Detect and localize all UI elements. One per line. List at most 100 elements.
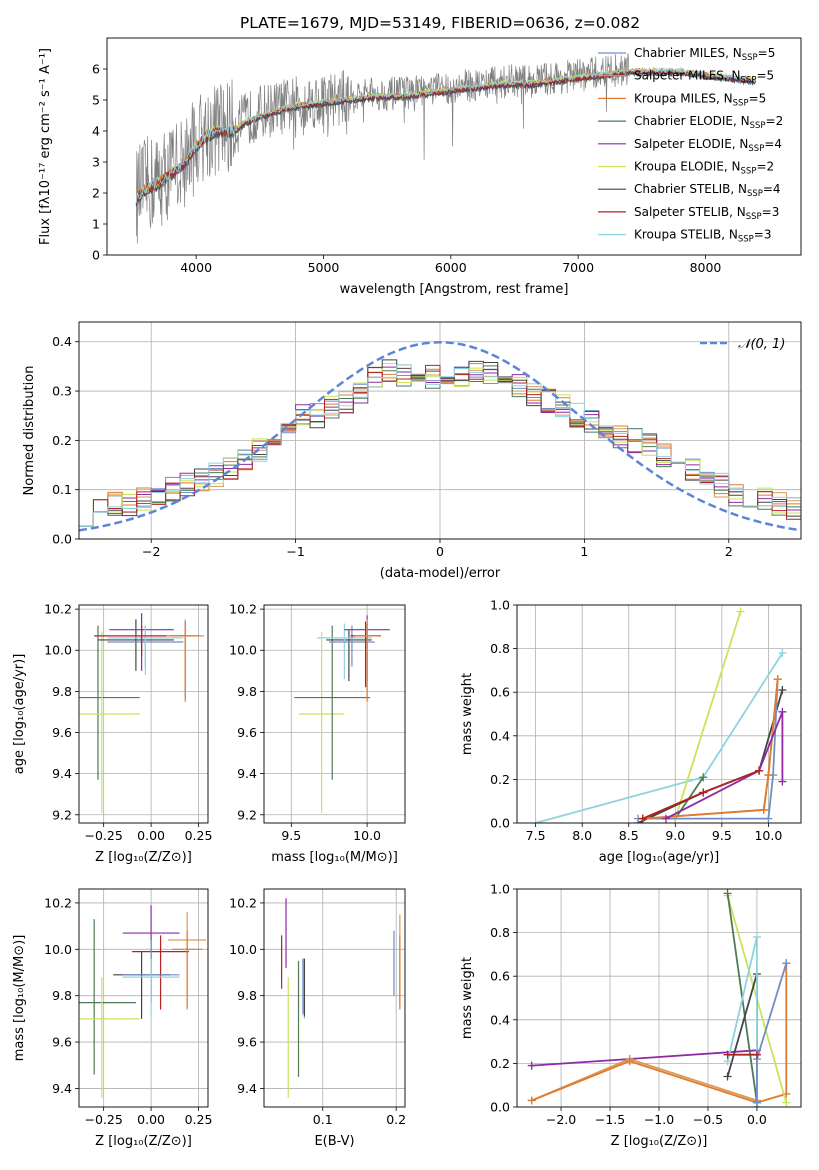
y-tick-label: 9.6: [52, 1035, 72, 1050]
x-tick-label: 2: [725, 544, 733, 559]
y-axis-label: mass weight: [460, 957, 475, 1039]
y-tick-label: 0.0: [52, 532, 72, 547]
y-tick-label: 0: [92, 248, 100, 263]
legend-label-sub: SSP: [733, 98, 749, 108]
mass-weight-series: [642, 679, 779, 820]
y-tick-label: 0.6: [490, 969, 510, 984]
legend-label-main: Salpeter MILES, N: [634, 69, 741, 83]
x-tick-label: 0.00: [137, 828, 165, 843]
x-tick-label: 9.0: [665, 828, 685, 843]
x-tick-label: 0.25: [185, 828, 213, 843]
y-tick-label: 10.2: [44, 895, 72, 910]
axes-frame: [78, 888, 209, 1108]
histogram-series: [79, 364, 801, 527]
legend-label-tail: =3: [754, 228, 772, 242]
mass-weight-marker: [723, 1072, 732, 1081]
mass-weight-marker: [778, 686, 787, 695]
y-tick-label: 0.3: [52, 384, 72, 399]
y-tick-label: 0.8: [490, 925, 510, 940]
y-tick-label: 0.8: [490, 641, 510, 656]
mass-weight-marker: [527, 1096, 536, 1105]
mass-weight-marker: [764, 814, 773, 823]
x-tick-label: −1: [286, 544, 304, 559]
mass-weight-marker: [661, 814, 670, 823]
legend-label-sub: SSP: [747, 189, 763, 199]
legend-label-sub: SSP: [738, 235, 754, 245]
mass-weight-marker: [778, 777, 787, 786]
figure-title: PLATE=1679, MJD=53149, FIBERID=0636, z=0…: [240, 14, 640, 32]
legend-label-main: Chabrier STELIB, N: [634, 182, 747, 196]
y-tick-label: 9.6: [237, 1035, 257, 1050]
mass-weight-marker: [778, 648, 787, 657]
y-tick-label: 3: [92, 155, 100, 170]
y-tick-label: 0.4: [52, 334, 72, 349]
y-tick-label: 9.8: [52, 988, 72, 1003]
y-tick-label: 0.2: [490, 1056, 510, 1071]
x-tick-label: 0.0: [747, 1112, 767, 1127]
mass-weight-marker: [638, 814, 647, 823]
panel-6: 0.1 0.2 9.4 9.6 9.8 10.0 10.2 E(B-V): [229, 888, 406, 1149]
legend-label: Kroupa MILES, NSSP=5: [634, 91, 766, 108]
mass-weight-marker: [752, 932, 761, 941]
x-tick-label: 9.5: [712, 828, 732, 843]
y-tick-label: 9.4: [52, 766, 72, 781]
mass-weight-marker: [782, 959, 791, 968]
y-tick-label: 10.2: [44, 602, 72, 617]
axes-frame: [78, 321, 802, 540]
errorbars: [281, 898, 401, 1098]
x-axis-label: Z [log₁₀(Z/Z⊙)]: [95, 1134, 192, 1149]
legend-label-main: Kroupa ELODIE, N: [634, 160, 741, 174]
legend-label-main: Salpeter STELIB, N: [634, 205, 746, 219]
y-axis-label: Flux [fλ10⁻¹⁷ erg cm⁻² s⁻¹ A⁻¹]: [38, 48, 53, 245]
y-tick-label: 9.4: [237, 766, 257, 781]
legend: Chabrier MILES, NSSP=5 Salpeter MILES, N S…: [598, 46, 783, 245]
mass-weight-marker: [759, 805, 768, 814]
legend-label-main: Chabrier ELODIE, N: [634, 114, 750, 128]
legend-label: Kroupa STELIB, NSSP=3: [634, 228, 772, 245]
panel-5: −0.25 0.00 0.25 9.4 9.6 9.8 10.0 10.2 Z [log₁₀(Z…: [12, 888, 213, 1149]
y-tick-label: 0.1: [52, 482, 72, 497]
mass-weight-marker: [752, 1050, 761, 1059]
legend-label: Chabrier MILES, NSSP=5: [634, 46, 775, 63]
x-tick-label: 0.1: [313, 1112, 333, 1127]
x-tick-label: 7.5: [526, 828, 546, 843]
x-axis-label: mass [log₁₀(M/M⊙)]: [271, 850, 398, 865]
y-tick-label: 9.8: [237, 684, 257, 699]
x-tick-label: 9.5: [281, 828, 301, 843]
y-tick-label: 9.8: [52, 684, 72, 699]
x-tick-label: 5000: [308, 260, 340, 275]
x-axis-label: (data-model)/error: [380, 566, 501, 581]
x-tick-label: 6000: [435, 260, 467, 275]
x-axis-label: Z [log₁₀(Z/Z⊙)]: [95, 850, 192, 865]
legend-label-tail: =2: [756, 160, 774, 174]
y-tick-label: 0.2: [52, 433, 72, 448]
y-tick-label: 9.2: [237, 807, 257, 822]
y-tick-label: 4: [92, 124, 100, 139]
axes-frame: [263, 888, 406, 1108]
x-tick-label: 10.0: [754, 828, 782, 843]
legend-label-sub: SSP: [750, 121, 766, 131]
x-tick-label: −0.25: [85, 828, 123, 843]
legend-label-main: Chabrier MILES, N: [634, 46, 742, 60]
x-tick-label: 10.0: [353, 828, 381, 843]
x-tick-label: −2: [142, 544, 160, 559]
axes-frame: [516, 604, 802, 824]
y-tick-label: 0.4: [490, 1012, 510, 1027]
mass-weight-marker: [764, 771, 773, 780]
x-tick-label: 0.25: [185, 1112, 213, 1127]
x-tick-label: 0.00: [137, 1112, 165, 1127]
legend-label: Chabrier STELIB, NSSP=4: [634, 182, 781, 199]
x-tick-label: 8.5: [619, 828, 639, 843]
y-tick-label: 0.4: [490, 728, 510, 743]
axes-frame: [78, 604, 209, 824]
model-spectrum: [135, 68, 756, 205]
panel-3: 9.5 10.0 9.2 9.4 9.6 9.8 10.0 10.2 mass [log₁₀(M…: [229, 602, 406, 865]
y-axis-label: mass [log₁₀(M/M⊙)]: [12, 935, 27, 1062]
x-tick-label: −2.0: [546, 1112, 576, 1127]
legend-label: Salpeter ELODIE, NSSP=4: [634, 137, 782, 154]
y-axis-label: mass weight: [460, 673, 475, 755]
mass-weight-series: [665, 711, 784, 820]
panel-0: 4000 5000 6000 7000 8000 0 1 2 3 4 5 6 wavelength [A…: [38, 37, 802, 297]
mass-weight-marker: [723, 1050, 732, 1059]
mass-weight-marker: [736, 607, 745, 616]
